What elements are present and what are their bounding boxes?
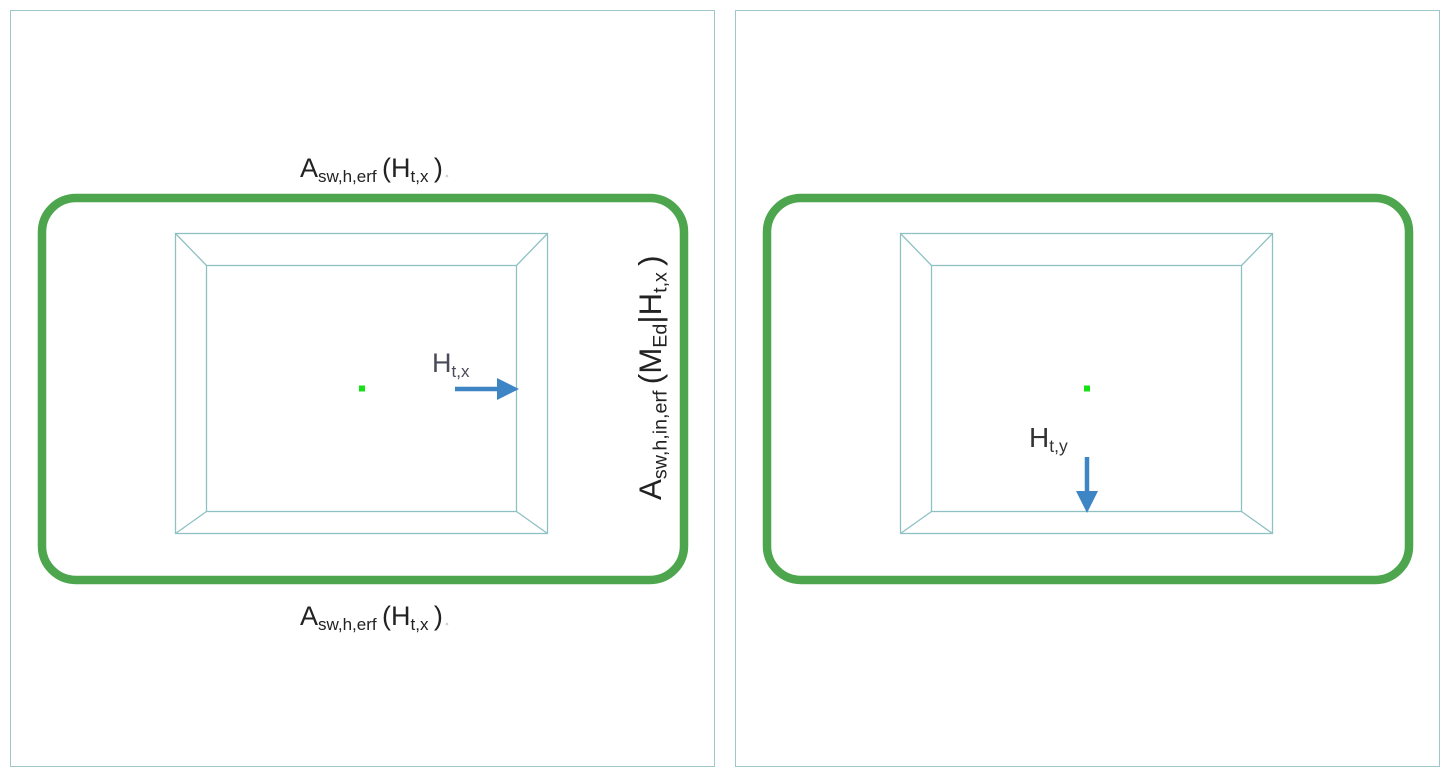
svg-text:Asw,h,in,erf (MEd|Ht,x ): Asw,h,in,erf (MEd|Ht,x ) xyxy=(633,255,672,500)
svg-text:Ht,y: Ht,y xyxy=(1029,422,1068,456)
svg-text:Ht,x: Ht,x xyxy=(432,348,470,381)
svg-text:Asw,h,erf (Ht,x ): Asw,h,erf (Ht,x ) xyxy=(300,153,443,186)
svg-text:Asw,h,erf (Ht,x ): Asw,h,erf (Ht,x ) xyxy=(300,601,443,634)
